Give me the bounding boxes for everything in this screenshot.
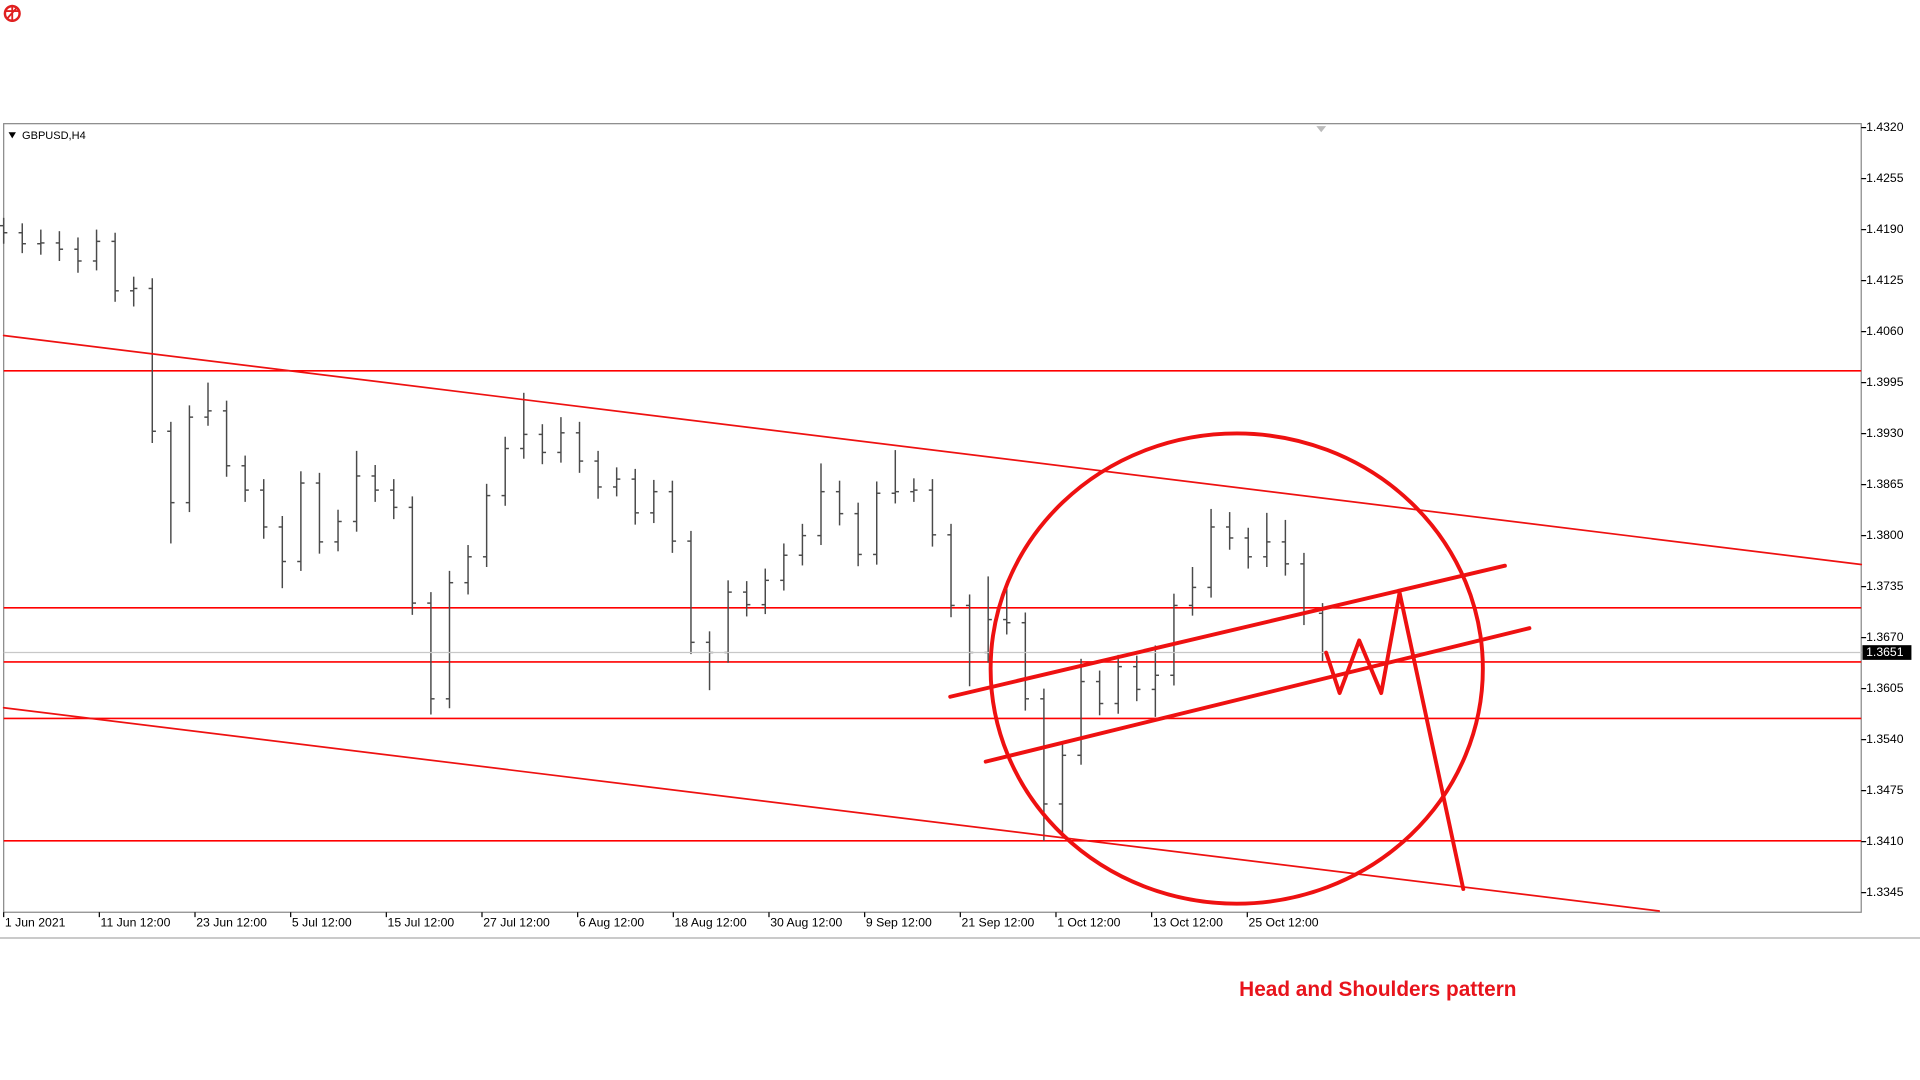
y-tick-label: 1.3735 xyxy=(1866,579,1904,593)
neckline-upper xyxy=(948,563,1507,699)
y-tick-label: 1.4125 xyxy=(1866,273,1904,287)
x-tick-label: 27 Jul 12:00 xyxy=(483,915,550,929)
x-tick-label: 9 Sep 12:00 xyxy=(866,915,932,929)
y-tick-label: 1.4060 xyxy=(1866,324,1904,338)
last-price-box xyxy=(1862,645,1912,660)
plot-frame xyxy=(3,123,1862,913)
projection-path xyxy=(1324,590,1466,891)
x-tick-label: 6 Aug 12:00 xyxy=(579,915,645,929)
x-tick-label: 1 Jun 2021 xyxy=(5,915,66,929)
downtrend-lower-line xyxy=(2,706,1661,912)
y-tick-label: 1.3800 xyxy=(1866,528,1904,542)
x-tick-label: 5 Jul 12:00 xyxy=(292,915,352,929)
x-tick-label: 15 Jul 12:00 xyxy=(388,915,455,929)
pattern-circle xyxy=(988,431,1485,906)
y-tick-label: 1.3930 xyxy=(1866,426,1904,440)
x-tick-label: 30 Aug 12:00 xyxy=(770,915,842,929)
x-tick-label: 13 Oct 12:00 xyxy=(1153,915,1223,929)
pattern-caption: Head and Shoulders pattern xyxy=(1239,978,1516,1001)
shift-marker xyxy=(1316,126,1327,133)
y-tick-label: 1.4320 xyxy=(1866,120,1904,134)
y-tick-label: 1.3410 xyxy=(1866,834,1904,848)
last-price-label: 1.3651 xyxy=(1866,645,1904,659)
y-tick-label: 1.3995 xyxy=(1866,375,1904,389)
neckline-lower xyxy=(983,626,1532,764)
symbol-menu-arrow[interactable] xyxy=(8,132,16,139)
logo xyxy=(3,4,21,23)
y-tick-label: 1.3345 xyxy=(1866,885,1904,899)
y-tick-label: 1.3605 xyxy=(1866,681,1904,695)
x-tick-label: 1 Oct 12:00 xyxy=(1057,915,1120,929)
x-tick-label: 18 Aug 12:00 xyxy=(675,915,747,929)
marks: 1.3345 1.3410 1.3475 1.3540 1.3605 1.3670 1.37… xyxy=(0,120,1912,929)
annotations xyxy=(2,334,1863,912)
y-tick-label: 1.3865 xyxy=(1866,477,1904,491)
downtrend-upper-line xyxy=(2,334,1863,566)
x-tick-label: 11 Jun 12:00 xyxy=(101,915,171,929)
x-tick-label: 23 Jun 12:00 xyxy=(196,915,267,929)
y-tick-label: 1.4255 xyxy=(1866,171,1904,185)
y-tick-label: 1.3670 xyxy=(1866,630,1904,644)
y-tick-label: 1.3540 xyxy=(1866,732,1904,746)
y-tick-label: 1.4190 xyxy=(1866,222,1904,236)
x-tick-label: 21 Sep 12:00 xyxy=(962,915,1035,929)
symbol-label: GBPUSD,H4 xyxy=(22,130,86,142)
y-tick-label: 1.3475 xyxy=(1866,783,1904,797)
x-tick-label: 25 Oct 12:00 xyxy=(1249,915,1319,929)
